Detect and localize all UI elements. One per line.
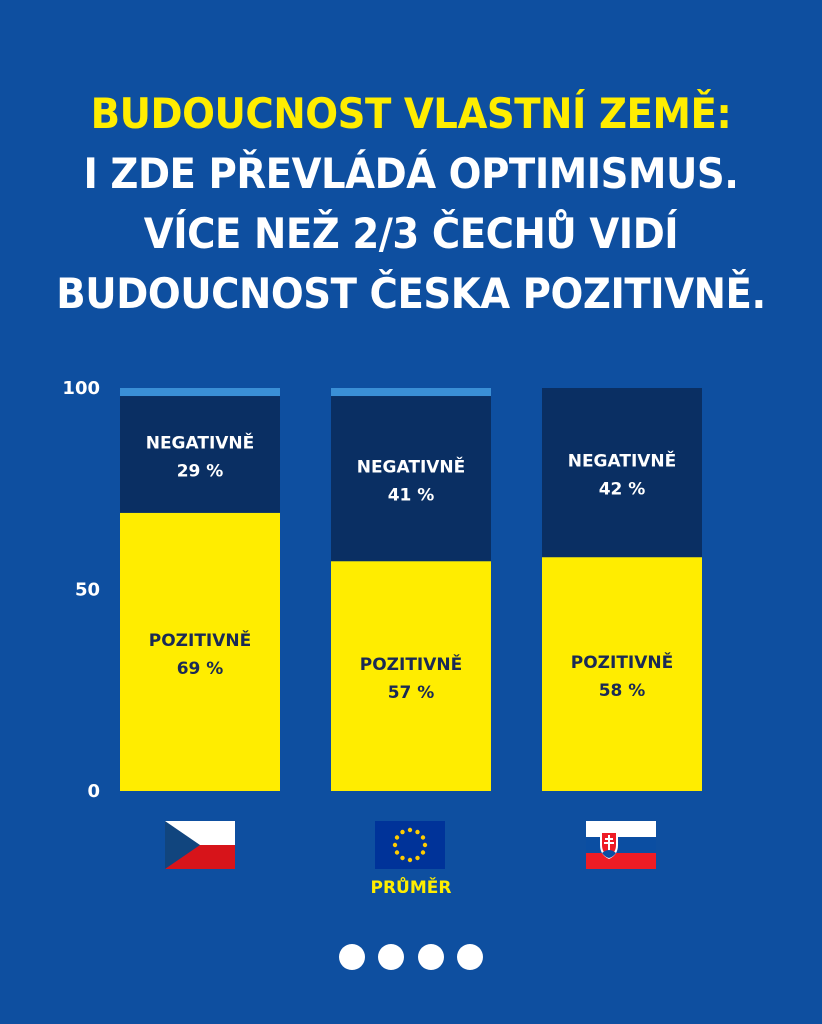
eu-star [415,855,420,861]
headline-line-3: VÍCE NEŽ 2/3 ČECHŮ VIDÍ [143,209,679,258]
negative-value-label: 42 % [599,480,646,500]
eu-flag-icon [375,821,445,869]
bar-positive [331,561,491,791]
headline-line-2: I ZDE PŘEVLÁDÁ OPTIMISMUS. [83,149,739,198]
negative-value-label: 41 % [388,486,435,506]
y-tick-label: 100 [62,378,100,399]
slovak-flag-icon [586,821,656,869]
y-tick-label: 50 [75,580,100,601]
positive-value-label: 57 % [388,683,435,703]
eu-star [407,827,413,833]
eu-star [394,835,400,840]
bar-remainder [120,388,280,397]
headline: BUDOUCNOST VLASTNÍ ZEMĚ: I ZDE PŘEVLÁDÁ … [33,84,789,324]
eu-star [400,855,405,861]
eu-star [415,829,420,835]
pagination-dot[interactable] [339,944,366,970]
bar-negative [120,396,280,513]
bar-remainder [331,388,491,397]
pagination-dot[interactable] [378,944,405,970]
negative-value-label: 29 % [177,461,224,481]
bar-positive [542,557,702,791]
headline-line-1: BUDOUCNOST VLASTNÍ ZEMĚ: [90,89,732,138]
pagination-dot[interactable] [456,944,483,970]
negative-series-label: NEGATIVNĚ [568,450,677,472]
eu-star [407,857,413,863]
eu-star [394,850,400,855]
bar-negative [542,388,702,558]
pagination-dots [0,944,822,974]
eu-star [422,842,428,848]
eu-star [400,829,405,835]
average-label: PRŮMĚR [370,878,452,898]
eu-star [420,835,426,840]
positive-series-label: POZITIVNĚ [571,651,673,673]
pagination-dot[interactable] [417,944,444,970]
negative-series-label: NEGATIVNĚ [357,456,466,478]
negative-series-label: NEGATIVNĚ [146,431,255,453]
stacked-bar-chart: 0 50 100 NEGATIVNĚ 29 % POZITIVNĚ 69 % NEGATIVN… [62,378,702,802]
positive-value-label: 69 % [177,659,224,679]
bar-positive [120,512,280,791]
y-tick-label: 0 [87,781,100,802]
positive-value-label: 58 % [599,681,646,701]
eu-star [392,842,398,848]
headline-line-4: BUDOUCNOST ČESKA POZITIVNĚ. [56,269,766,318]
eu-star [420,850,426,855]
positive-series-label: POZITIVNĚ [149,629,251,651]
bar-negative [331,396,491,562]
positive-series-label: POZITIVNĚ [360,653,462,675]
czech-flag-icon [165,821,235,869]
